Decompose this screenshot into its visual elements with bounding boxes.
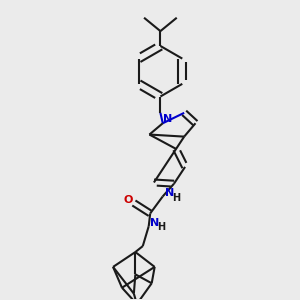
- Text: H: H: [172, 193, 180, 203]
- Text: N: N: [163, 114, 172, 124]
- Text: N: N: [150, 218, 159, 228]
- Text: H: H: [157, 222, 165, 233]
- Text: N: N: [165, 188, 174, 199]
- Text: O: O: [124, 195, 133, 205]
